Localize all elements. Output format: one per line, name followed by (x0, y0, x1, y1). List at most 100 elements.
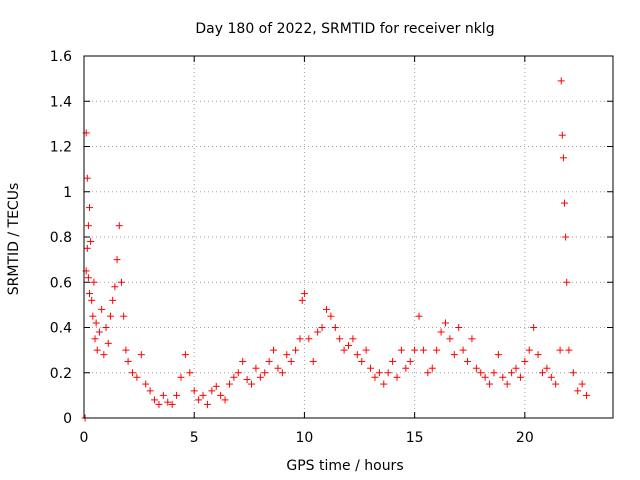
data-point (411, 346, 419, 354)
data-point (562, 233, 570, 241)
data-point (164, 398, 172, 406)
data-point (516, 373, 524, 381)
data-point (499, 373, 507, 381)
data-point (296, 335, 304, 343)
data-point (569, 369, 577, 377)
data-point (557, 77, 565, 85)
data-point (256, 373, 264, 381)
data-point (117, 278, 125, 286)
data-point (133, 373, 141, 381)
data-point (583, 391, 591, 399)
data-point (472, 364, 480, 372)
data-point (84, 274, 92, 282)
data-point (88, 296, 96, 304)
y-tick-label: 1.4 (50, 94, 72, 110)
data-point (300, 290, 308, 298)
data-point (137, 351, 145, 359)
data-point (322, 305, 330, 313)
data-point (122, 346, 130, 354)
data-point (92, 319, 100, 327)
data-point (89, 312, 97, 320)
data-point (261, 369, 269, 377)
data-point (558, 131, 566, 139)
data-point (86, 290, 94, 298)
data-point (318, 324, 326, 331)
data-point (314, 328, 322, 336)
data-point (292, 346, 300, 354)
data-point (340, 346, 348, 354)
data-point (512, 364, 520, 372)
data-point (561, 199, 569, 207)
data-point (402, 364, 410, 372)
data-point (380, 380, 388, 388)
data-point (547, 373, 555, 381)
data-point (248, 380, 256, 388)
data-point (98, 305, 106, 313)
data-point (397, 346, 405, 354)
y-tick-label: 0.4 (50, 321, 72, 337)
data-point (168, 400, 176, 408)
grid-lines (84, 56, 613, 418)
data-point (371, 373, 379, 381)
data-point (159, 391, 167, 399)
data-point (345, 342, 352, 350)
data-point (142, 380, 150, 388)
data-point (283, 351, 291, 359)
data-point (190, 387, 198, 395)
data-point (106, 312, 114, 320)
data-point (93, 346, 101, 354)
data-point (109, 296, 117, 304)
data-point (437, 328, 445, 336)
x-tick-label: 5 (190, 430, 199, 446)
data-point (177, 373, 185, 381)
data-point (155, 400, 163, 408)
y-tick-label: 1.2 (50, 140, 72, 156)
data-point (298, 296, 306, 304)
data-point (195, 396, 203, 404)
data-point (538, 369, 546, 377)
data-point (230, 373, 238, 381)
data-point (265, 357, 273, 365)
data-point (252, 364, 260, 372)
data-point (486, 380, 494, 388)
data-point (181, 351, 189, 359)
data-point (490, 369, 498, 377)
data-point (574, 387, 582, 395)
data-point (212, 382, 220, 390)
data-points (81, 77, 591, 422)
data-point (428, 364, 436, 372)
data-point (186, 369, 194, 377)
data-point (349, 335, 357, 343)
data-point (441, 319, 449, 327)
x-tick-label: 0 (80, 430, 89, 446)
data-point (217, 391, 225, 399)
data-point (450, 351, 458, 359)
data-point (274, 364, 282, 372)
x-tick-label: 10 (296, 430, 314, 446)
data-point (239, 357, 247, 365)
chart-title: Day 180 of 2022, SRMTID for receiver nkl… (195, 21, 494, 37)
data-point (124, 357, 132, 365)
data-point (468, 335, 476, 343)
data-point (83, 244, 91, 252)
data-point (120, 312, 128, 320)
data-point (278, 369, 286, 377)
data-point (115, 222, 123, 230)
data-point (389, 357, 397, 365)
data-point (199, 391, 207, 399)
data-point (433, 346, 441, 354)
x-tick-label: 15 (406, 430, 424, 446)
data-point (543, 364, 551, 372)
data-point (113, 256, 121, 264)
data-point (494, 351, 502, 359)
y-tick-label: 0.8 (50, 230, 72, 246)
data-point (446, 335, 454, 343)
data-point (225, 380, 233, 388)
data-point (375, 369, 383, 377)
data-point (84, 222, 92, 230)
data-point (221, 396, 229, 404)
data-point (455, 324, 463, 331)
data-point (503, 380, 511, 388)
